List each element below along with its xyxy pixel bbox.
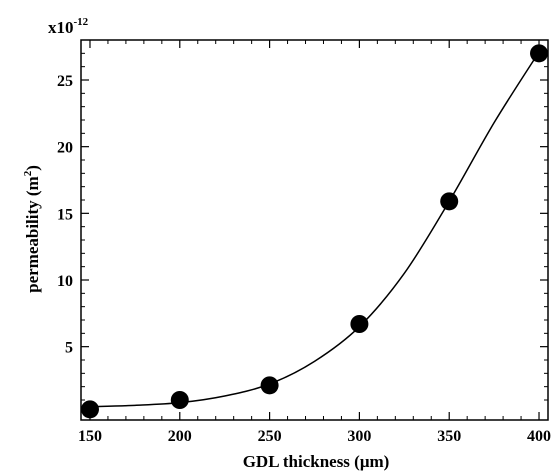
data-point	[170, 391, 189, 409]
y-axis-title-main: permeability (m	[23, 176, 42, 293]
data-point	[440, 192, 459, 211]
x-tick-label: 150	[78, 428, 102, 445]
x-tick-label: 400	[527, 428, 551, 445]
y-multiplier-base: x10	[48, 18, 74, 37]
plot-frame	[80, 39, 549, 421]
x-tick-label: 300	[347, 428, 371, 445]
fit-curve-line	[89, 51, 540, 408]
y-axis-title: permeability (m2)	[22, 165, 42, 293]
y-axis-title-superscript: 2	[22, 170, 34, 176]
y-tick-label: 5	[65, 340, 73, 357]
x-axis-title: GDL thickness (μm)	[243, 452, 390, 471]
y-tick-label: 10	[57, 273, 73, 290]
x-tick-label: 200	[168, 428, 192, 445]
data-point	[350, 315, 369, 333]
y-multiplier: x10-12	[48, 16, 89, 37]
x-tick-label: 350	[437, 428, 461, 445]
data-point	[530, 44, 549, 63]
data-point	[260, 376, 279, 395]
y-multiplier-exponent: -12	[74, 16, 89, 28]
y-axis-title-close: )	[23, 165, 42, 171]
y-tick-label: 15	[57, 206, 73, 223]
data-point	[80, 400, 99, 419]
y-tick-label: 20	[57, 140, 73, 157]
x-tick-label: 250	[258, 428, 282, 445]
y-tick-label: 25	[57, 73, 73, 90]
